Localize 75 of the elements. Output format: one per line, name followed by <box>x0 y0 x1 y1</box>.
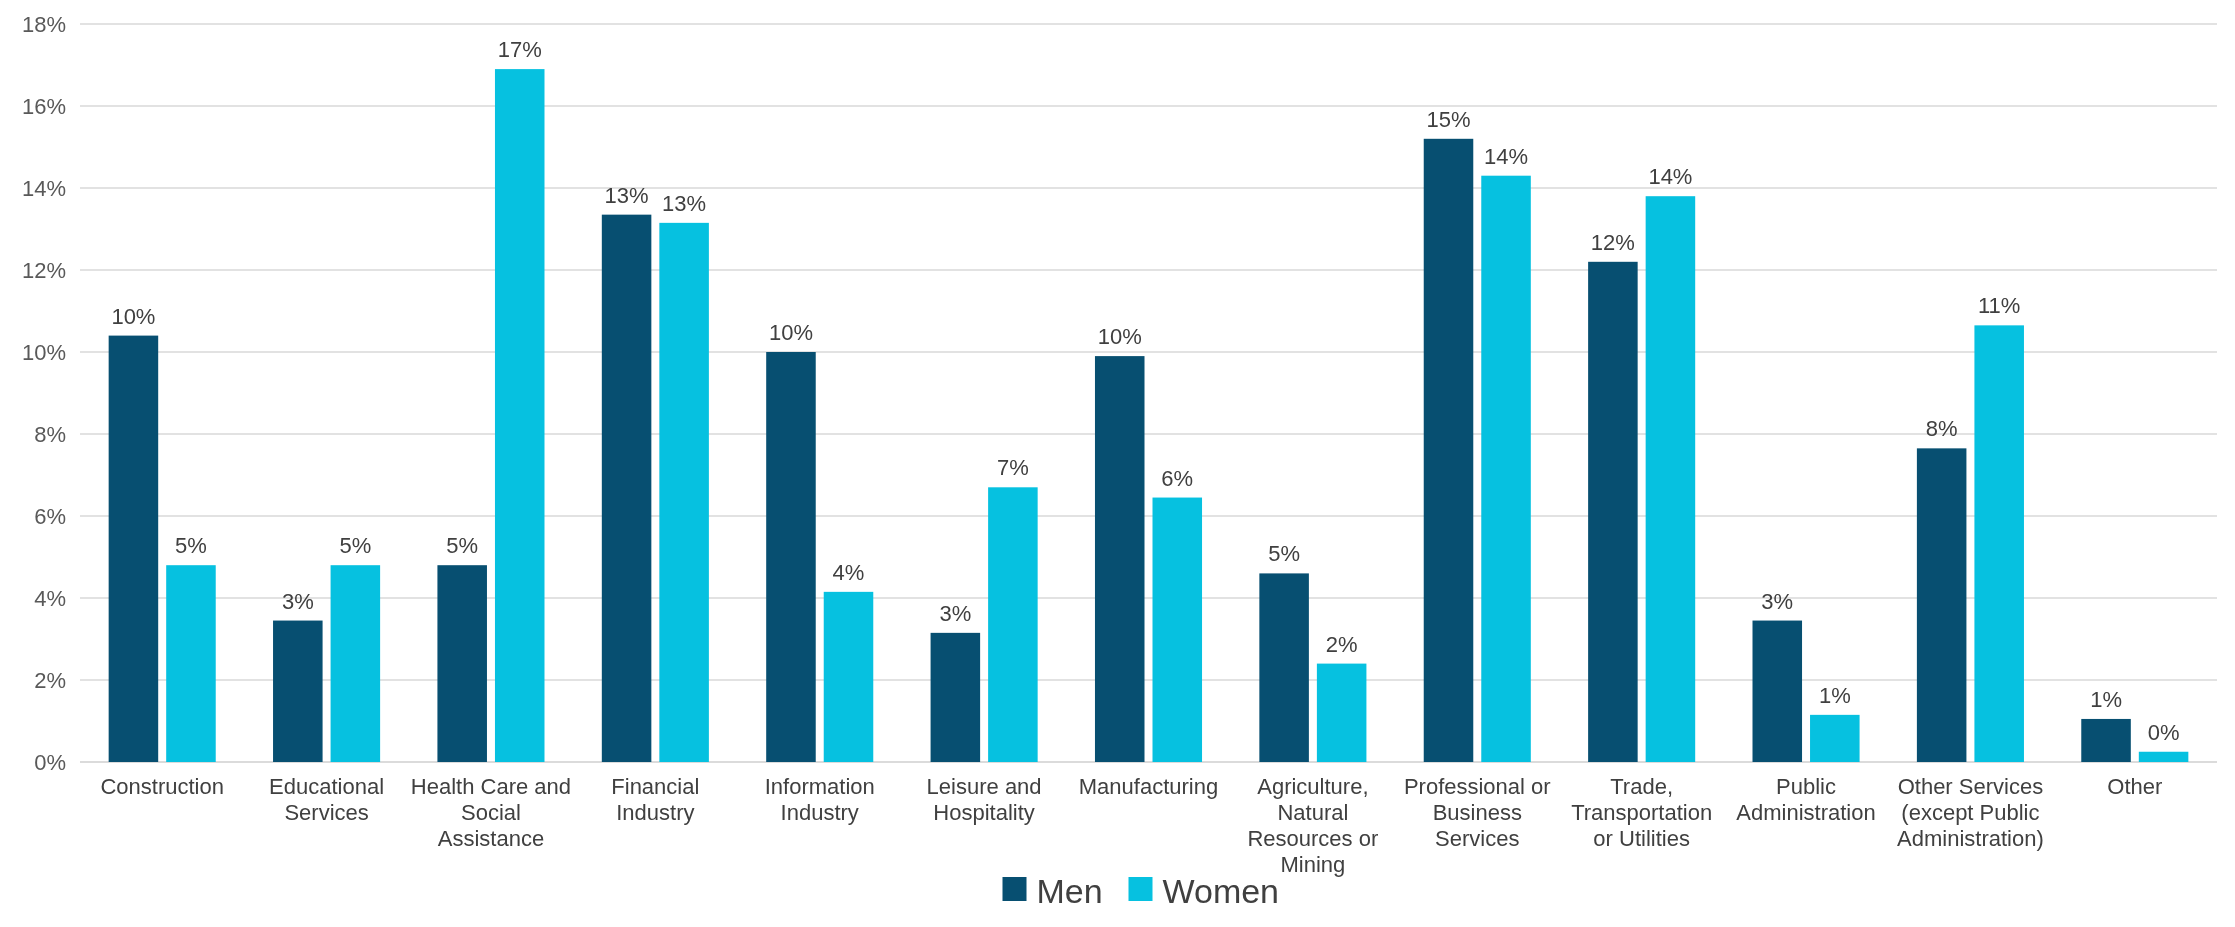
x-tick-label: Manufacturing <box>1078 774 1219 799</box>
data-label: 12% <box>1590 229 1635 255</box>
bar <box>930 632 981 762</box>
data-label: 5% <box>175 533 207 559</box>
bar <box>1259 573 1309 762</box>
bar <box>2138 751 2189 762</box>
bar <box>494 69 545 762</box>
bar <box>1423 138 1474 762</box>
bar <box>1588 261 1638 762</box>
bar <box>1645 196 1696 762</box>
data-label: 13% <box>604 182 649 208</box>
x-tick-label: Health Care and Social Assistance <box>410 774 572 851</box>
bar <box>1316 663 1367 762</box>
bar <box>1916 448 1967 762</box>
y-tick-label: 16% <box>21 93 66 119</box>
bar <box>1152 497 1203 762</box>
y-tick-label: 10% <box>21 339 66 365</box>
bar <box>330 565 381 762</box>
bar <box>988 487 1038 762</box>
data-label: 14% <box>1648 164 1693 190</box>
bar <box>1974 325 2024 762</box>
y-tick-label: 0% <box>34 749 66 775</box>
data-label: 4% <box>832 559 865 585</box>
data-label: 3% <box>281 588 314 614</box>
y-tick-label: 12% <box>21 257 66 283</box>
data-label: 3% <box>939 600 972 626</box>
y-tick-label: 6% <box>34 503 66 529</box>
bar <box>601 214 652 762</box>
bar <box>1810 714 1860 762</box>
x-tick-label: Trade, Transportation or Utilities <box>1571 774 1713 851</box>
bar <box>766 352 816 762</box>
data-label: 11% <box>1977 293 2021 319</box>
bar <box>2081 718 2131 762</box>
data-label: 17% <box>497 37 542 63</box>
data-label: 10% <box>768 320 813 345</box>
y-tick-label: 14% <box>21 175 66 201</box>
data-label: 1% <box>1818 682 1851 708</box>
x-tick-label: Professional or Business Services <box>1403 774 1551 851</box>
x-tick-label: Leisure and Hospitality <box>926 774 1042 825</box>
data-label: 5% <box>446 533 479 559</box>
data-label: 5% <box>339 533 372 559</box>
data-label: 14% <box>1484 143 1529 169</box>
y-tick-label: 2% <box>34 667 66 693</box>
data-label: 10% <box>1097 324 1142 350</box>
data-label: 13% <box>662 190 707 216</box>
bar <box>437 565 487 762</box>
data-label: 10% <box>111 303 156 329</box>
bar <box>659 222 709 762</box>
y-tick-label: 8% <box>34 421 66 447</box>
bar <box>1094 356 1145 762</box>
data-label: 5% <box>1268 541 1301 567</box>
x-tick-label: Other <box>2107 774 2163 799</box>
y-tick-label: 18% <box>21 11 66 37</box>
bar <box>166 565 216 762</box>
data-label: 8% <box>1925 416 1958 442</box>
x-tick-label: Other Services (except Public Administration) <box>1897 774 2044 851</box>
x-tick-label: Public Administration <box>1736 774 1876 825</box>
bar <box>108 335 159 762</box>
legend-label: Men <box>1036 871 1103 910</box>
x-tick-label: Information Industry <box>764 774 875 825</box>
data-label: 7% <box>996 455 1029 481</box>
x-tick-label: Financial Industry <box>611 774 700 825</box>
data-label: 3% <box>1761 588 1794 614</box>
x-tick-label: Educational Services <box>269 774 385 825</box>
data-label: 0% <box>2147 719 2180 745</box>
data-label: 2% <box>1325 631 1358 657</box>
bar <box>1481 175 1531 762</box>
bar <box>273 620 323 762</box>
bar <box>1752 620 1803 762</box>
bar <box>823 591 874 762</box>
data-label: 6% <box>1161 465 1194 491</box>
x-tick-label: Construction <box>100 774 224 799</box>
data-label: 15% <box>1426 106 1471 132</box>
y-tick-label: 4% <box>34 585 66 611</box>
data-label: 1% <box>2090 686 2122 712</box>
